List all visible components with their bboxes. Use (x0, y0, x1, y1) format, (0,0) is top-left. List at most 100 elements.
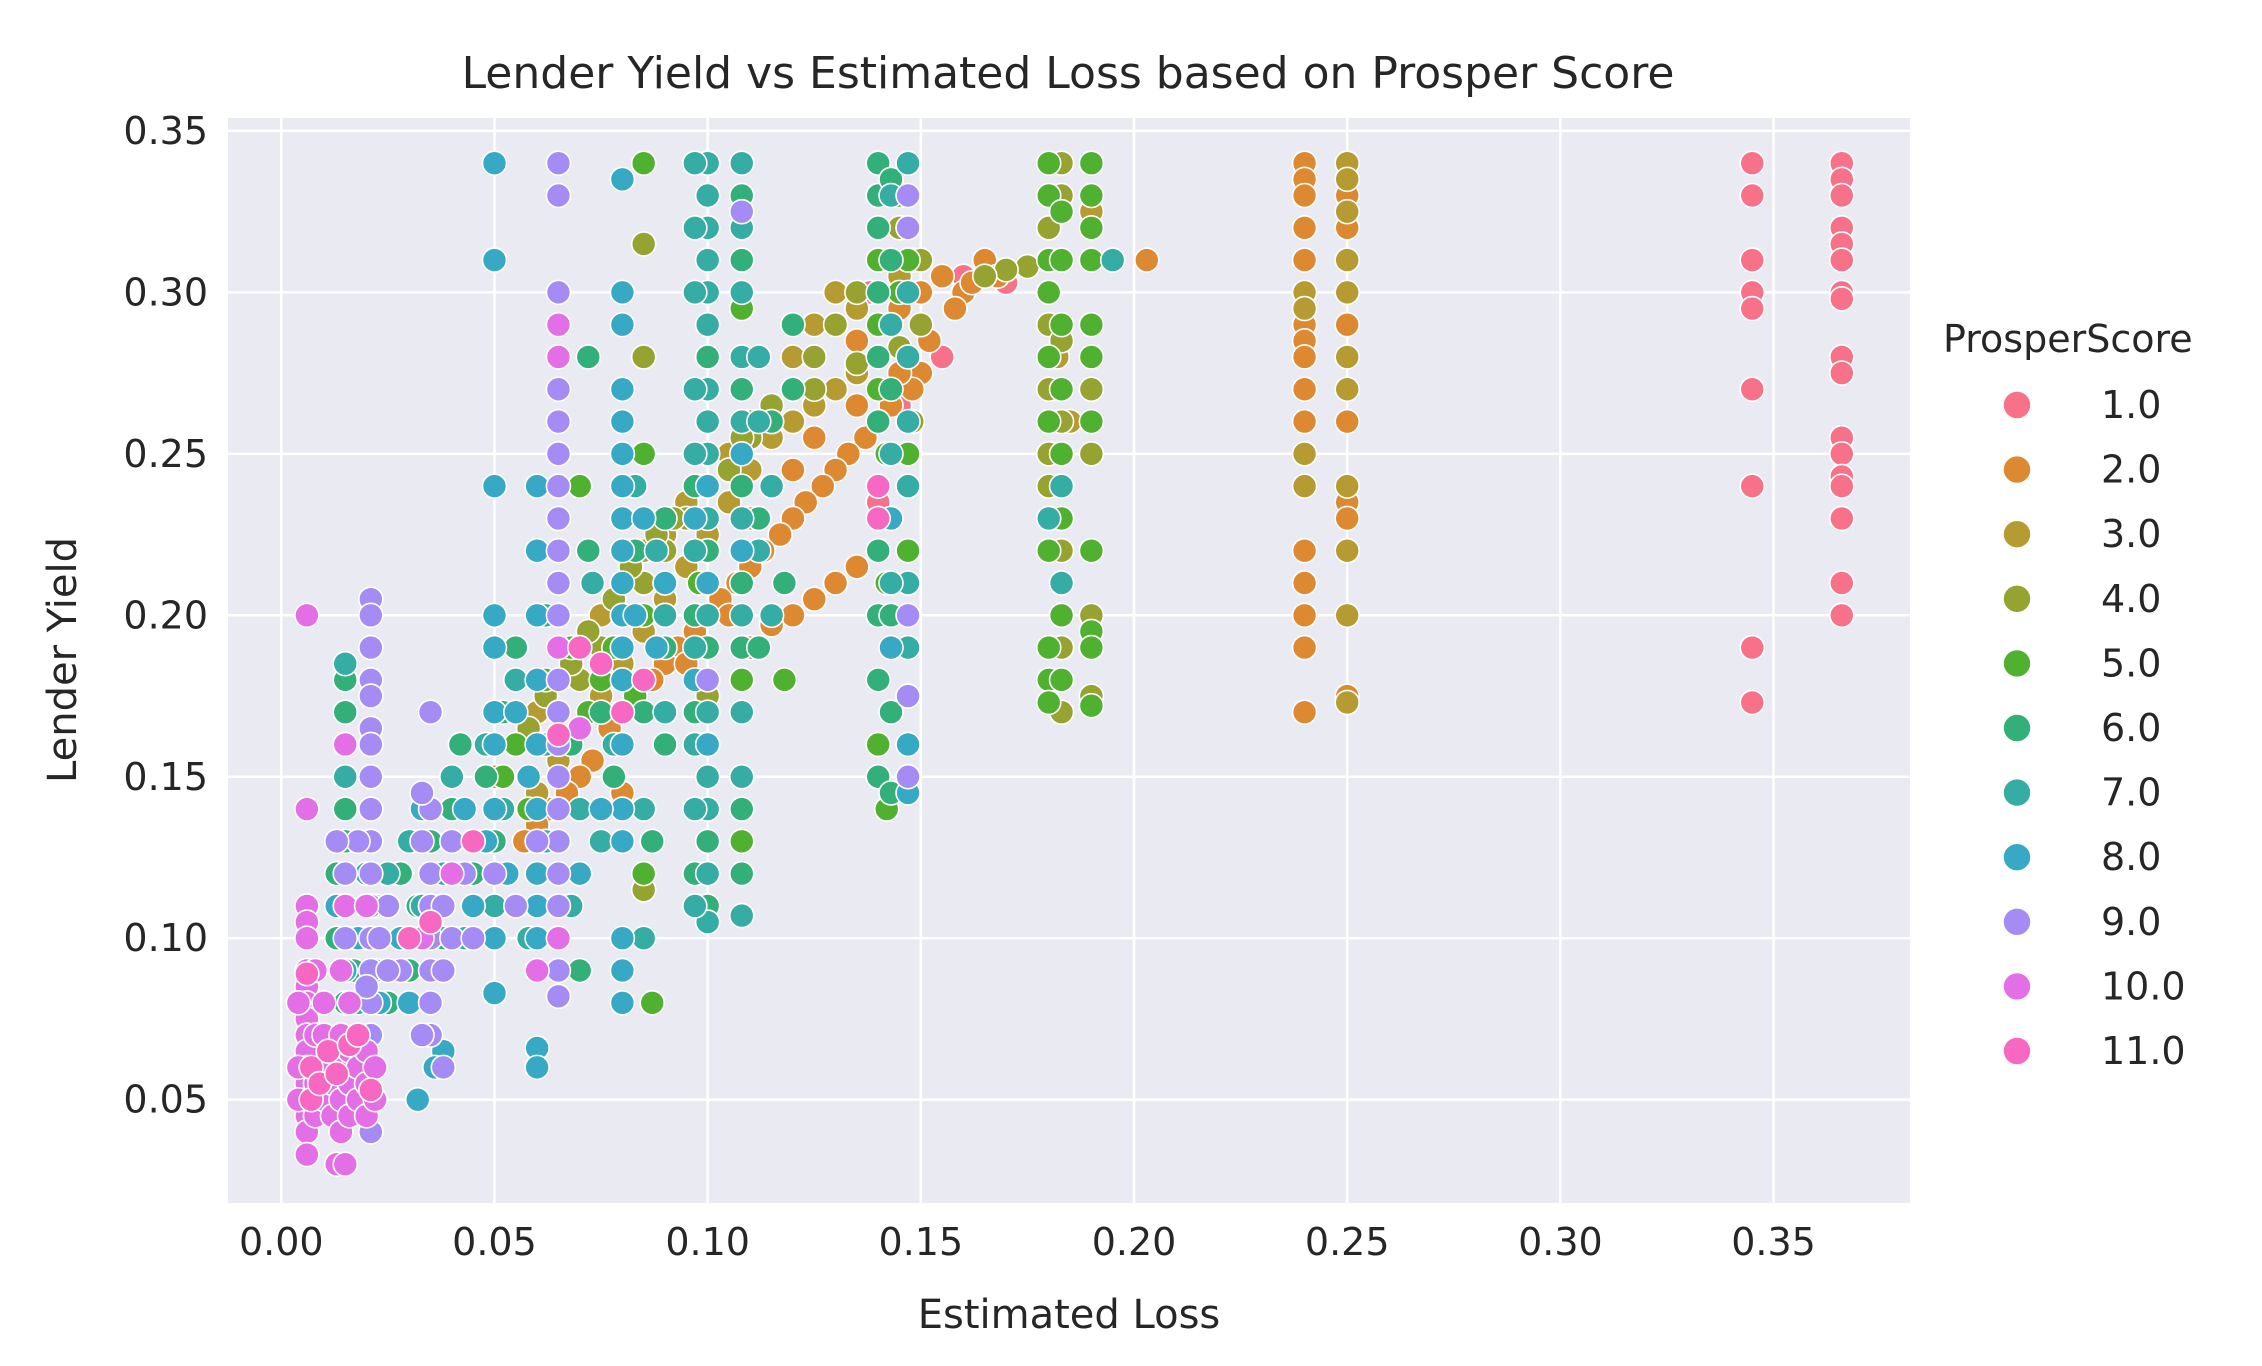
x-tick-label: 0.25 (1305, 1220, 1390, 1264)
series-11.0 (294, 473, 892, 1113)
legend-marker (2002, 777, 2032, 808)
y-tick-label: 0.30 (123, 270, 208, 314)
data-point (439, 828, 465, 855)
data-point (1291, 699, 1318, 725)
data-point (362, 1054, 388, 1081)
data-point (1048, 198, 1075, 225)
data-point (502, 699, 529, 725)
data-point (1828, 602, 1855, 629)
legend-label: 4.0 (2101, 577, 2161, 621)
data-point (545, 602, 572, 629)
data-point (801, 311, 828, 338)
data-point (358, 602, 384, 629)
data-point (515, 763, 542, 790)
data-point (481, 893, 508, 919)
data-point (609, 699, 636, 725)
data-point (622, 602, 648, 629)
data-point (524, 828, 550, 855)
data-point (1291, 602, 1318, 629)
legend-marker (2002, 906, 2032, 937)
data-point (473, 763, 499, 790)
data-point (895, 182, 921, 209)
data-point (481, 796, 508, 822)
data-point (1078, 376, 1105, 403)
data-point (728, 860, 755, 887)
data-point (1078, 441, 1105, 467)
data-point (639, 989, 666, 1016)
data-point (609, 376, 636, 403)
data-point (652, 570, 678, 596)
data-point (865, 214, 892, 241)
data-point (630, 860, 657, 887)
legend-marker (2002, 713, 2032, 743)
data-point (1078, 344, 1105, 370)
data-point (1828, 247, 1855, 273)
data-point (878, 570, 904, 596)
data-point (396, 989, 423, 1016)
data-point (822, 279, 849, 306)
data-point (728, 828, 755, 855)
legend-label: 5.0 (2101, 641, 2161, 685)
data-point (895, 214, 921, 241)
data-point (609, 796, 636, 822)
data-point (566, 634, 593, 661)
data-point (358, 683, 384, 709)
data-point (1828, 473, 1855, 499)
data-point (294, 602, 320, 629)
data-point (1078, 311, 1105, 338)
data-point (294, 925, 320, 952)
data-point (588, 650, 614, 677)
data-point (545, 925, 572, 952)
data-point (404, 1086, 431, 1113)
data-point (1078, 408, 1105, 435)
data-point (971, 263, 998, 290)
y-tick-label: 0.05 (123, 1078, 208, 1122)
data-point (1035, 408, 1062, 435)
data-point (481, 150, 508, 177)
data-point (1739, 247, 1766, 273)
data-point (780, 457, 806, 483)
data-point (481, 980, 508, 1006)
data-point (481, 925, 508, 952)
legend-title: ProsperScore (1943, 317, 2193, 361)
data-point (694, 311, 721, 338)
data-point (332, 860, 359, 887)
data-point (566, 957, 593, 984)
data-point (1035, 344, 1062, 370)
data-point (1334, 344, 1361, 370)
data-point (409, 828, 435, 855)
data-point (643, 634, 670, 661)
data-point (682, 214, 708, 241)
legend-marker (2002, 454, 2032, 485)
y-tick-label: 0.25 (123, 432, 208, 476)
data-point (358, 731, 384, 758)
data-point (545, 699, 572, 725)
data-point (1291, 537, 1318, 564)
data-point (728, 570, 755, 596)
data-point (1291, 182, 1318, 209)
data-point (1828, 286, 1855, 312)
data-point (460, 925, 486, 952)
data-point (1048, 441, 1075, 467)
data-point (332, 650, 359, 677)
data-point (1078, 150, 1105, 177)
data-point (285, 989, 312, 1016)
data-point (396, 925, 423, 952)
data-point (336, 989, 363, 1016)
data-point (694, 667, 721, 693)
data-point (545, 279, 572, 306)
data-point (332, 699, 359, 725)
data-point (682, 634, 708, 661)
data-point (844, 279, 870, 306)
data-point (1334, 689, 1361, 716)
data-point (609, 473, 636, 499)
data-point (375, 893, 401, 919)
x-tick-label: 0.00 (239, 1220, 324, 1264)
data-point (1291, 344, 1318, 370)
data-point (409, 780, 435, 806)
data-point (1828, 182, 1855, 209)
data-point (545, 473, 572, 499)
data-point (502, 634, 529, 661)
data-point (822, 570, 849, 596)
data-point (728, 150, 755, 177)
